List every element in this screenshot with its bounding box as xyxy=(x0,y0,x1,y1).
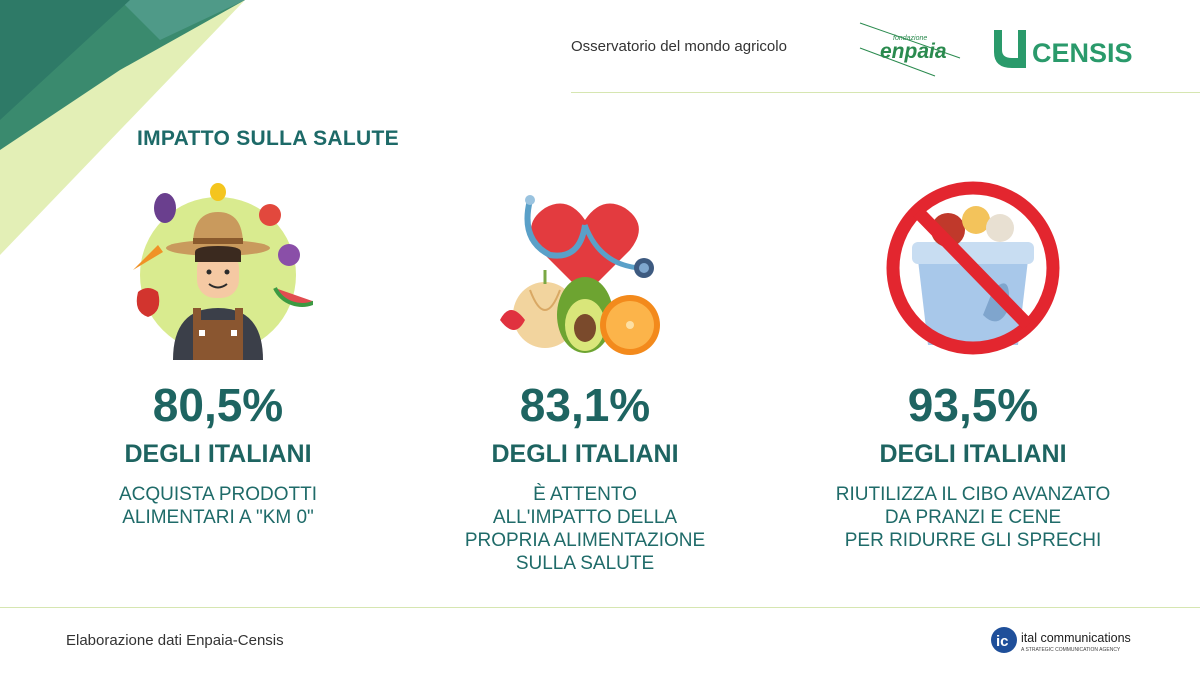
stat-subject: DEGLI ITALIANI xyxy=(879,440,1067,468)
footer-divider xyxy=(0,607,1200,608)
stat-percent: 80,5% xyxy=(152,379,284,431)
enpaia-logo: fondazione enpaia xyxy=(859,22,961,77)
header-divider xyxy=(571,92,1200,93)
censis-logo: CENSIS xyxy=(994,30,1133,68)
stat-description: È ATTENTO ALL'IMPATTO DELLA PROPRIA ALIM… xyxy=(464,484,706,574)
healthy-food-heart-stethoscope-icon xyxy=(500,195,660,355)
stat-subject: DEGLI ITALIANI xyxy=(491,440,679,468)
ital-logo-mark: ic xyxy=(996,633,1009,650)
stat-card-health-impact: 83,1% DEGLI ITALIANI È ATTENTO ALL'IMPAT… xyxy=(405,180,765,575)
censis-logo-text: CENSIS xyxy=(1032,38,1133,68)
ital-communications-logo: ic ital communications A STRATEGIC COMMU… xyxy=(991,627,1131,653)
farmer-with-vegetables-icon xyxy=(133,183,313,360)
corner-decoration xyxy=(0,0,245,255)
stat-percent: 93,5% xyxy=(907,379,1039,431)
stat-card-leftover-reuse: 93,5% DEGLI ITALIANI RIUTILIZZA IL CIBO … xyxy=(793,180,1153,552)
enpaia-small-text: fondazione xyxy=(893,35,927,42)
enpaia-logo-text: enpaia xyxy=(880,40,947,63)
stat-subject: DEGLI ITALIANI xyxy=(124,440,312,468)
stat-card-km0: 80,5% DEGLI ITALIANI ACQUISTA PRODOTTI A… xyxy=(38,180,398,529)
stat-percent: 83,1% xyxy=(519,379,651,431)
footer-credit: Elaborazione dati Enpaia-Censis xyxy=(66,632,284,649)
ital-logo-name: ital communications xyxy=(1021,631,1131,645)
section-title: IMPATTO SULLA SALUTE xyxy=(137,127,399,150)
stat-description: RIUTILIZZA IL CIBO AVANZATO DA PRANZI E … xyxy=(835,484,1111,551)
observatory-title: Osservatorio del mondo agricolo xyxy=(571,38,787,55)
stat-description: ACQUISTA PRODOTTI ALIMENTARI A "KM 0" xyxy=(118,484,318,528)
no-food-waste-bin-icon xyxy=(885,180,1061,356)
ital-logo-tagline: A STRATEGIC COMMUNICATION AGENCY xyxy=(1021,647,1121,653)
